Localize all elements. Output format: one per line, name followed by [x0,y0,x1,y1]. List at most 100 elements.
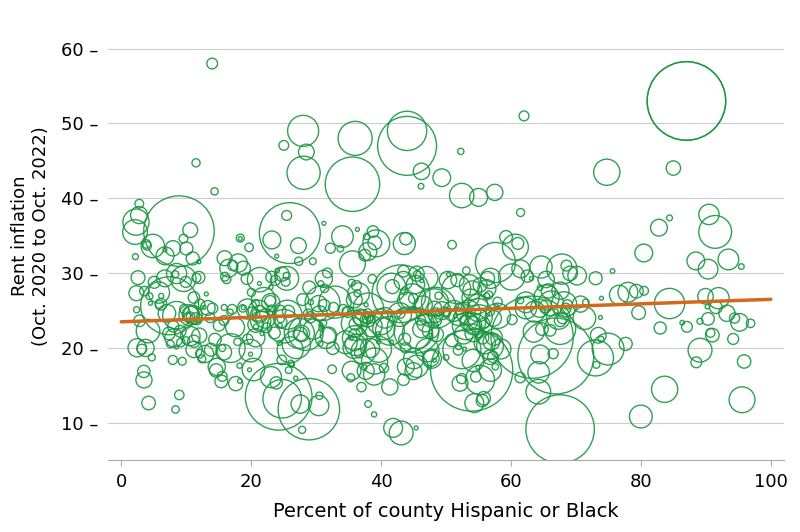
Point [352,289,365,298]
Point [399,363,412,371]
Point [410,269,423,278]
Point [423,363,436,371]
Point [275,270,288,278]
Point [368,410,381,419]
Point [319,334,332,342]
Point [638,249,650,257]
Point [407,354,420,363]
Point [602,345,614,353]
Point [274,318,287,326]
Point [326,365,338,373]
Point [345,334,358,342]
Point [329,298,342,306]
Point [265,273,278,281]
Point [158,246,171,254]
Point [400,296,413,305]
Point [471,363,484,371]
Point [365,322,378,330]
Point [397,267,410,276]
Point [276,394,289,403]
Point [407,294,420,303]
Point [215,377,228,386]
Point [208,187,221,196]
Point [372,338,385,346]
Point [534,350,546,359]
Point [589,354,602,362]
Point [290,374,302,383]
Point [275,356,288,364]
Point [419,319,432,328]
Point [393,310,406,319]
Point [470,372,482,381]
Point [534,284,546,292]
Point [489,258,502,267]
Point [348,330,361,339]
Point [362,304,375,312]
Point [486,353,499,361]
Point [177,275,190,283]
Point [154,300,166,309]
Point [430,317,442,325]
Point [426,354,438,363]
Point [270,252,283,260]
Point [592,331,605,339]
Point [366,227,379,236]
Point [406,293,418,301]
Point [237,264,250,272]
Point [344,373,357,382]
Point [130,289,142,297]
Point [458,330,470,339]
Point [222,264,235,272]
Point [313,401,326,410]
Point [410,362,423,371]
Point [455,375,468,383]
Point [250,322,262,331]
Point [440,353,453,362]
Point [560,261,573,270]
Point [349,320,362,328]
Point [466,356,479,364]
Point [455,192,468,200]
Point [514,373,526,382]
Point [414,325,427,334]
Point [663,300,676,308]
Point [299,329,312,337]
Point [410,270,423,279]
Point [348,319,361,328]
Point [468,399,481,408]
Point [619,339,632,348]
Point [421,346,434,354]
Point [192,316,205,325]
Point [372,345,385,354]
Point [462,308,475,317]
Point [578,314,590,322]
Point [545,299,558,307]
Point [129,228,142,236]
Point [200,290,213,298]
Point [358,363,370,372]
Point [450,285,462,293]
Point [173,227,186,235]
Point [295,329,308,338]
Point [634,412,647,421]
Point [259,314,272,323]
Point [466,307,479,316]
Point [459,303,472,311]
Point [327,303,340,312]
Point [130,344,143,352]
Point [336,232,349,241]
Point [702,210,715,219]
Point [174,338,187,347]
Point [355,383,368,392]
Point [265,283,278,292]
Point [193,273,206,282]
Point [361,309,374,318]
Point [474,313,486,321]
Point [518,112,530,120]
Point [378,325,390,333]
Point [728,314,741,322]
Point [321,269,334,277]
Point [447,306,460,315]
Point [481,274,494,282]
Point [236,304,249,313]
